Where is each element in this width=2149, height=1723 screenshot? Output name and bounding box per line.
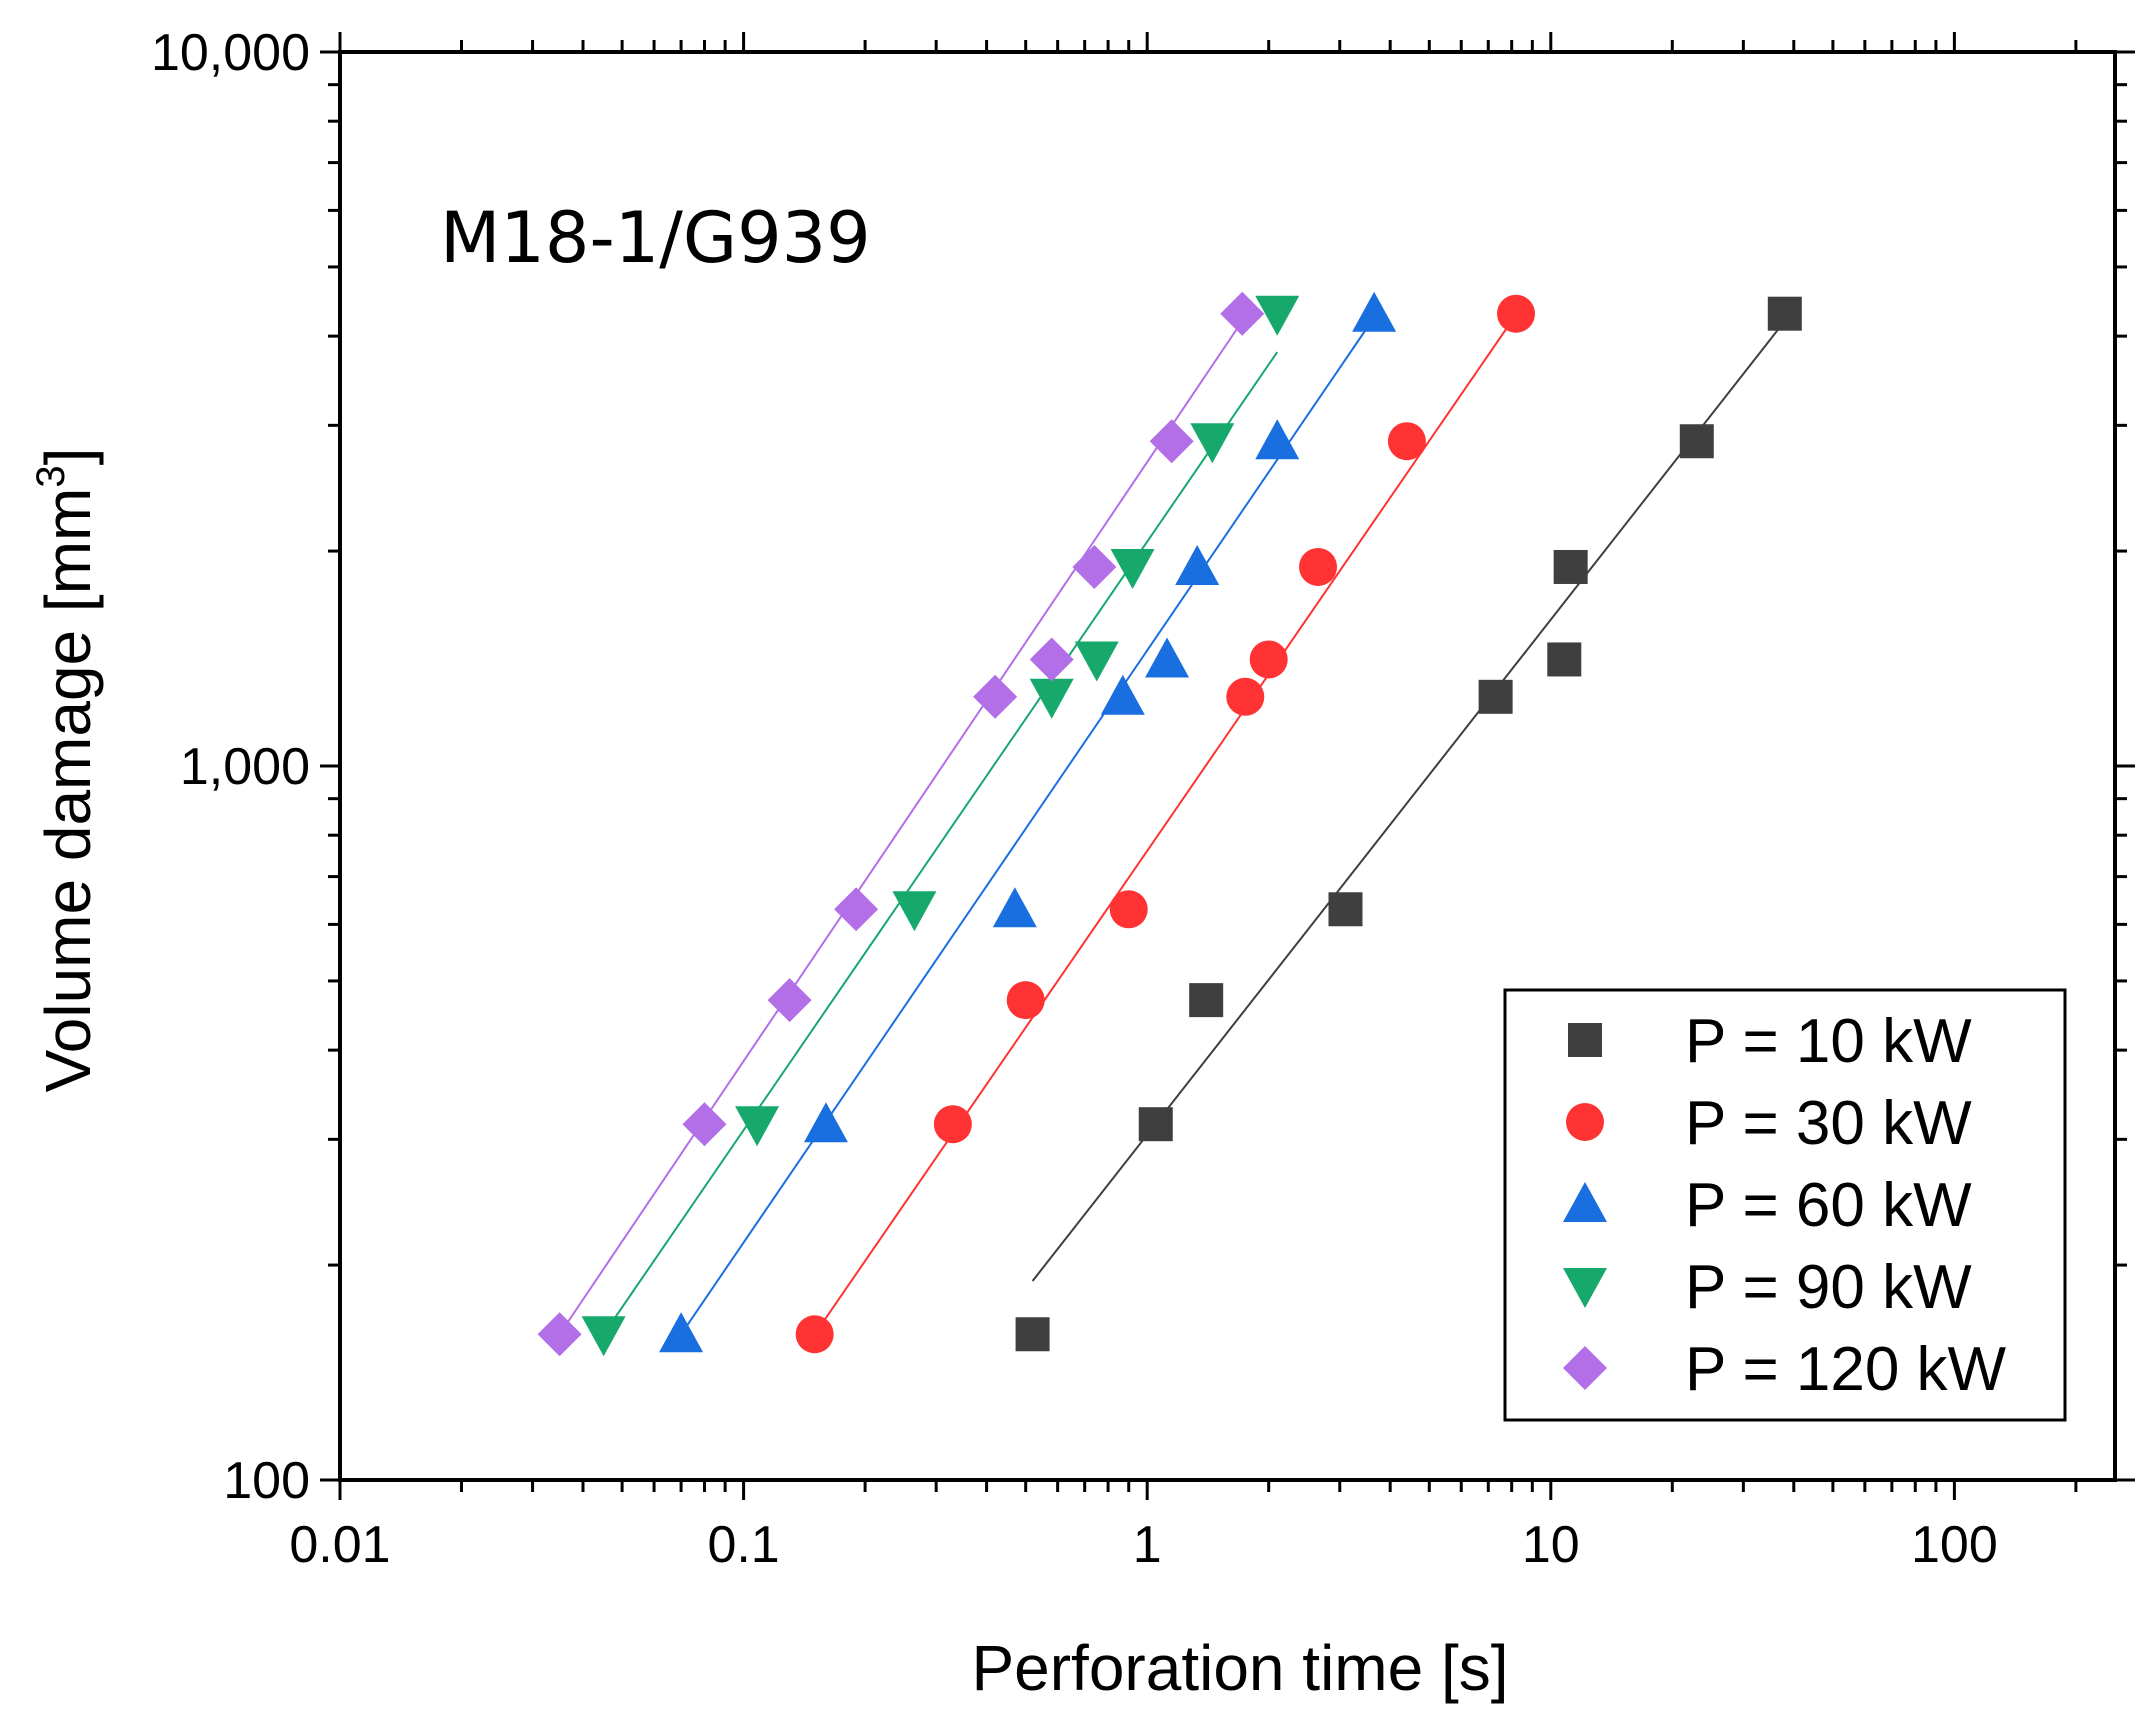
y-axis-title-close: ]	[32, 448, 104, 466]
y-axis-title-superscript: 3	[29, 465, 73, 487]
data-point-series-1	[933, 1105, 972, 1144]
data-point-series-0	[1478, 679, 1513, 714]
data-point-series-0	[1553, 549, 1588, 584]
legend-label: P = 90 kW	[1685, 1253, 1972, 1322]
legend-label: P = 60 kW	[1685, 1171, 1972, 1240]
data-point-series-3	[1190, 423, 1235, 464]
data-point-series-3	[735, 1106, 780, 1147]
fit-line-series-1	[813, 320, 1513, 1335]
data-point-series-3	[1029, 678, 1074, 719]
legend-box	[1503, 988, 2067, 1422]
data-point-series-2	[1255, 419, 1300, 460]
y-axis-title: Volume damage [mm3]	[29, 448, 104, 1093]
data-point-series-1	[1299, 547, 1338, 586]
data-point-series-2	[1352, 291, 1397, 332]
data-point-series-4	[1149, 419, 1194, 464]
legend: P = 10 kW P = 30 kW P = 60 kW P = 90 kW P = …	[1503, 988, 2067, 1422]
data-point-series-2	[659, 1312, 704, 1353]
x-tick-label: 10	[1522, 1516, 1580, 1574]
legend-marker	[1563, 1268, 1607, 1308]
y-tick-label: 10,000	[151, 24, 310, 82]
data-point-series-0	[1015, 1317, 1050, 1352]
data-point-series-1	[1497, 294, 1536, 333]
data-point-series-4	[834, 887, 879, 932]
data-point-series-0	[1547, 642, 1582, 677]
data-point-series-3	[1074, 641, 1119, 682]
y-tick-label: 100	[223, 1452, 310, 1510]
x-tick-label: 0.1	[707, 1516, 779, 1574]
data-point-series-1	[1109, 890, 1148, 929]
data-point-series-3	[1255, 295, 1300, 336]
data-markers	[537, 291, 1802, 1357]
fit-lines	[558, 320, 1786, 1335]
data-point-series-2	[803, 1102, 848, 1143]
data-point-series-3	[581, 1316, 626, 1357]
data-point-series-1	[1387, 422, 1426, 461]
data-point-series-2	[1145, 637, 1190, 678]
data-point-series-1	[795, 1315, 834, 1354]
fit-line-series-2	[680, 320, 1373, 1335]
data-point-series-2	[1175, 544, 1220, 585]
x-tick-label: 0.01	[289, 1516, 390, 1574]
legend-marker	[1563, 1182, 1607, 1222]
x-axis: 0.01 0.1 1 10 100	[289, 32, 2078, 1574]
data-point-series-0	[1679, 424, 1714, 459]
x-tick-label: 1	[1133, 1516, 1162, 1574]
data-point-series-0	[1767, 296, 1802, 331]
data-point-series-2	[1100, 674, 1145, 715]
y-axis: 100 1,000 10,000	[151, 24, 2135, 1510]
legend-label: P = 120 kW	[1685, 1335, 2007, 1404]
data-point-series-0	[1189, 983, 1224, 1018]
data-point-series-1	[1006, 981, 1045, 1020]
x-axis-title: Perforation time [s]	[971, 1632, 1508, 1704]
legend-marker	[1563, 1346, 1607, 1390]
legend-marker	[1566, 1103, 1604, 1141]
data-point-series-4	[537, 1312, 582, 1357]
data-point-series-3	[892, 891, 937, 932]
y-axis-title-main: Volume damage [mm	[32, 488, 104, 1093]
legend-marker	[1568, 1023, 1602, 1057]
data-point-series-1	[1226, 677, 1265, 716]
data-point-series-4	[767, 978, 812, 1023]
data-point-series-3	[1110, 548, 1155, 589]
data-point-series-4	[1220, 291, 1265, 336]
fit-line-series-3	[602, 351, 1279, 1335]
data-point-series-4	[682, 1102, 727, 1147]
data-point-series-4	[973, 674, 1018, 719]
legend-label: P = 10 kW	[1685, 1007, 1972, 1076]
data-point-series-4	[1072, 544, 1117, 589]
y-tick-label: 1,000	[180, 738, 310, 796]
data-point-series-2	[992, 887, 1037, 928]
data-point-series-1	[1249, 640, 1288, 679]
data-point-series-0	[1138, 1107, 1173, 1142]
legend-label: P = 30 kW	[1685, 1089, 1972, 1158]
data-point-series-4	[1029, 637, 1074, 682]
chart-annotation: M18-1/G939	[440, 197, 871, 279]
data-point-series-0	[1328, 892, 1363, 927]
fit-line-series-4	[558, 320, 1244, 1335]
x-tick-label: 100	[1911, 1516, 1998, 1574]
